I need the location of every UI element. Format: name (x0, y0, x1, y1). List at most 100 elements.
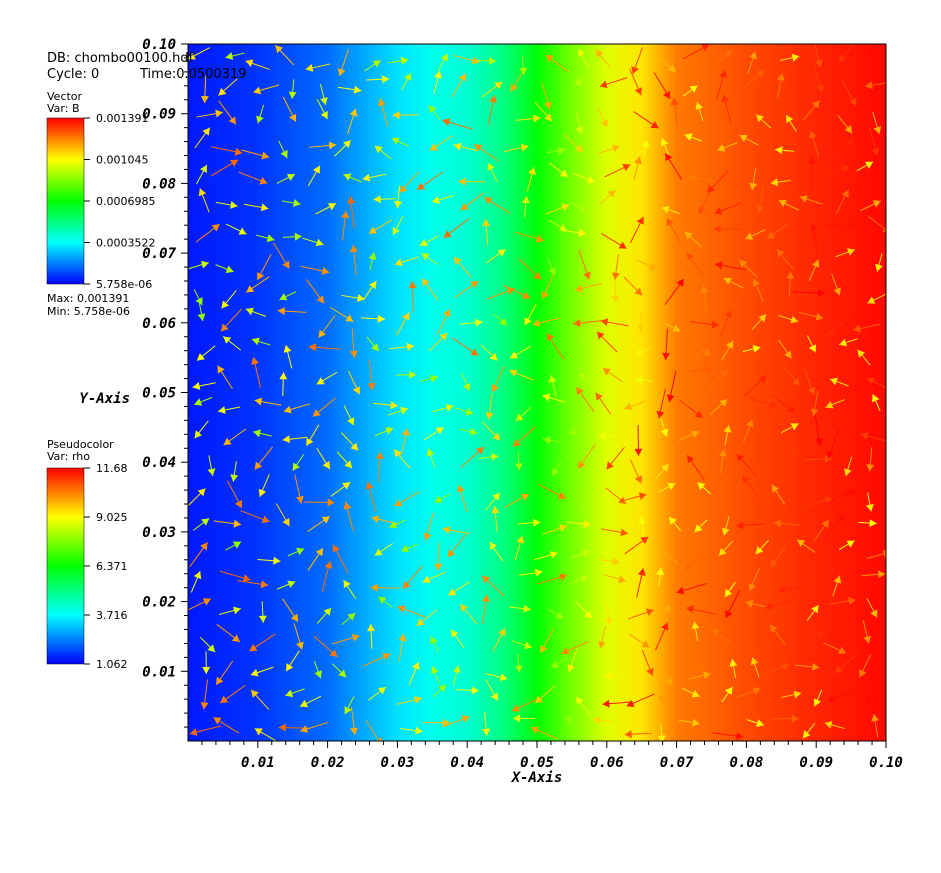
vector-arrow (776, 248, 794, 271)
vector-arrow (867, 293, 886, 304)
vector-arrow (598, 626, 607, 649)
x-axis: 0.01 0.02 0.03 0.04 0.05 0.06 0.07 0.08 0.09 0.10 (201, 741, 903, 771)
vector-arrow (602, 699, 633, 708)
vector-arrow (573, 319, 606, 327)
vector-arrow (526, 167, 536, 192)
vector-arrow (442, 526, 470, 534)
vector-arrow (312, 397, 336, 417)
vector-colorbar (46, 117, 85, 285)
vector-arrow (605, 487, 627, 505)
pseudocolor-field (188, 44, 886, 741)
vector-arrow (367, 359, 376, 391)
vector-arrow (459, 603, 478, 625)
vector-arrow (294, 474, 304, 504)
x-tick-label: 0.07 (660, 755, 694, 771)
vector-arrow (839, 338, 858, 347)
vector-arrow (300, 721, 328, 733)
vector-arrow (202, 651, 211, 674)
vector-arrow (426, 448, 436, 469)
vector-arrow (660, 138, 669, 156)
vector-arrow (872, 394, 881, 412)
vector-arrow (582, 334, 594, 352)
vector-arrow (826, 220, 858, 229)
pseudocolor-legend: Pseudocolor Var: rho 11.68 9.025 6.371 3.71… (46, 438, 128, 671)
y-axis: 0.01 0.02 0.03 0.04 0.05 0.06 0.07 0.08 0.09 0.10 (142, 37, 188, 728)
vector-arrow (457, 484, 468, 513)
vector-arrow (742, 419, 754, 443)
vector-arrow (780, 53, 800, 62)
vector-arrow (225, 541, 242, 551)
vector-arrow (331, 634, 360, 645)
vector-arrow (804, 496, 833, 508)
vector-arrow (627, 608, 655, 620)
vector-arrow (245, 59, 270, 70)
vector-arrow (637, 311, 645, 333)
vector-arrow (198, 188, 210, 213)
vector-arrow (859, 654, 872, 678)
vector-arrow (243, 203, 269, 212)
vector-arrow (718, 540, 734, 557)
vector-arrow (657, 679, 666, 704)
vector-arrow (373, 195, 396, 204)
vector-arrow (658, 482, 676, 493)
vector-arrow (771, 484, 786, 505)
pseudocolor-colorbar (46, 467, 85, 665)
vector-arrow (739, 134, 759, 146)
vector-arrow (391, 137, 410, 147)
vector-arrow (361, 314, 385, 323)
vector-arrow (602, 367, 624, 383)
vector-arrow (623, 276, 643, 296)
x-tick-label: 0.04 (450, 755, 484, 771)
vector-arrow (396, 370, 417, 379)
vector-arrow (485, 672, 508, 682)
vector-arrow (633, 200, 642, 221)
vector-arrow (827, 489, 857, 504)
vector-arrow (796, 630, 826, 639)
vector-arrow (396, 312, 410, 336)
vector-arrow (534, 101, 553, 122)
vector-arrow (862, 620, 871, 644)
vector-arrow (482, 594, 490, 625)
x-axis-title: X-Axis (511, 770, 563, 786)
vector-arrow (491, 365, 505, 393)
vector-arrow (447, 533, 467, 558)
vector-arrow (807, 156, 816, 188)
vector-arrow (661, 205, 681, 215)
y-tick-label: 0.01 (142, 664, 176, 680)
vector-arrow (511, 640, 533, 650)
x-tick-label: 0.02 (311, 755, 345, 771)
vector-arrow (711, 628, 733, 645)
vector-arrow (374, 427, 394, 437)
vector-arrow (537, 573, 568, 585)
vector-arrow (606, 447, 625, 470)
vector-arrow (721, 340, 734, 361)
vector-legend: Vector Var: B 0.001391 0.001045 0.0006985 0… (46, 90, 156, 318)
vector-arrow (808, 130, 820, 157)
vector-arrow (775, 146, 795, 155)
vector-glyphs (188, 44, 886, 741)
vector-arrow (514, 535, 525, 561)
vector-arrow (215, 264, 234, 273)
vector-arrow (769, 624, 786, 646)
vector-arrow (598, 189, 616, 206)
vector-arrow (401, 72, 412, 91)
vector-arrow (509, 604, 531, 613)
vector-arrow (719, 449, 727, 474)
vector-arrow (656, 388, 666, 419)
vector-arrow (485, 492, 501, 511)
vector-arrow (350, 244, 358, 275)
vector-arrow (432, 403, 454, 413)
vector-arrow (802, 723, 816, 739)
vector-arrow (422, 718, 450, 727)
vector-arrow (872, 112, 882, 135)
vector-arrow (658, 604, 671, 625)
vector-arrow (285, 688, 305, 698)
vector-arrow (365, 481, 377, 513)
colorbar-tick-label: 6.371 (96, 560, 128, 573)
y-tick-label: 0.10 (142, 37, 176, 53)
vector-arrow (436, 308, 451, 335)
vector-arrow (215, 201, 238, 209)
vector-arrow (806, 335, 817, 353)
vector-arrow (238, 171, 268, 185)
vector-arrow (755, 186, 765, 213)
